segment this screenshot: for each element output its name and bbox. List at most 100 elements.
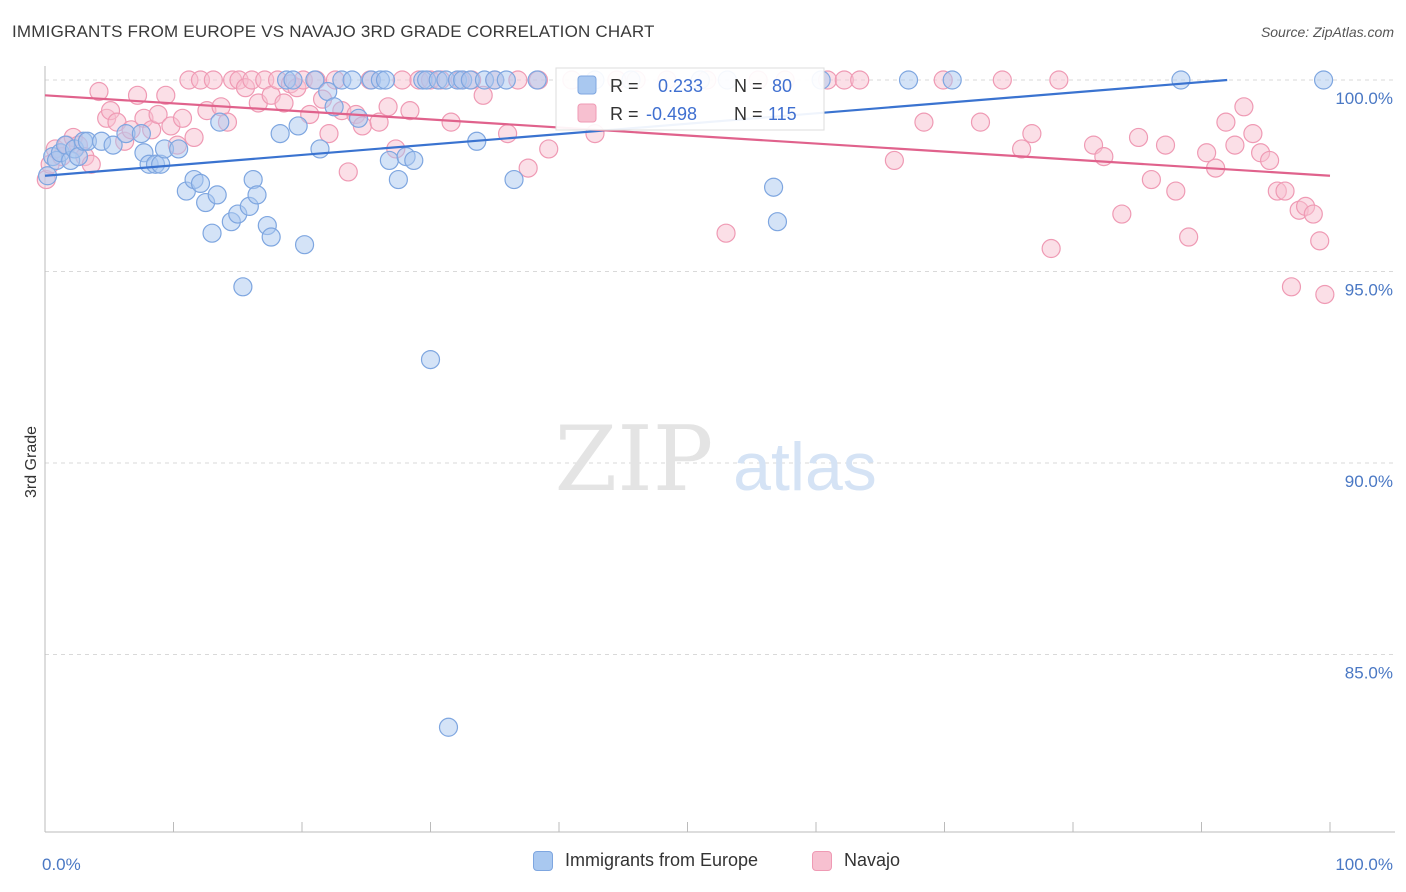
- bottom-legend-item-navajo[interactable]: Navajo: [812, 850, 900, 871]
- legend-r-label-navajo: R =: [610, 104, 639, 124]
- x-tick-label: 100.0%: [1335, 855, 1393, 874]
- point-navajo: [148, 104, 168, 125]
- axes: [44, 66, 1395, 833]
- chart-source: Source: ZipAtlas.com: [1260, 24, 1394, 40]
- point-navajo: [184, 127, 204, 148]
- x-tick-labels: 0.0% 100.0%: [42, 855, 1393, 874]
- point-navajo: [319, 124, 339, 144]
- legend-r-label-europe: R =: [610, 76, 639, 96]
- point-navajo: [1041, 238, 1061, 259]
- point-europe: [763, 177, 784, 197]
- watermark: ZIP atlas: [555, 407, 877, 512]
- legend-swatch-europe-bottom: [533, 850, 553, 871]
- point-europe: [190, 173, 211, 194]
- point-navajo: [1310, 231, 1330, 251]
- point-navajo: [1049, 70, 1069, 90]
- point-europe: [169, 139, 189, 159]
- point-navajo: [1112, 204, 1132, 224]
- point-europe: [288, 116, 308, 136]
- legend-box: [555, 67, 825, 131]
- point-navajo: [914, 112, 934, 132]
- point-navajo: [716, 223, 736, 243]
- point-navajo: [1155, 135, 1176, 155]
- point-europe: [348, 108, 369, 128]
- point-navajo: [156, 85, 176, 105]
- point-navajo: [400, 101, 420, 121]
- point-europe: [103, 135, 123, 155]
- point-navajo: [850, 70, 870, 90]
- point-europe: [496, 70, 516, 90]
- point-navajo: [378, 97, 398, 117]
- point-navajo: [1141, 169, 1161, 190]
- y-tick-label: 85.0%: [1345, 664, 1393, 683]
- legend-r-value-navajo: -0.498: [646, 104, 697, 124]
- legend-n-value-europe: 80: [772, 76, 792, 96]
- watermark-zip: ZIP: [555, 407, 714, 512]
- bottom-legend-item-europe[interactable]: Immigrants from Europe: [533, 850, 758, 871]
- point-europe: [1313, 70, 1334, 90]
- point-navajo: [89, 81, 109, 102]
- point-europe: [324, 97, 344, 117]
- legend-swatch-navajo: [577, 103, 597, 123]
- point-europe: [247, 185, 267, 205]
- point-europe: [767, 212, 788, 232]
- point-navajo: [970, 112, 991, 132]
- point-navajo: [1179, 227, 1199, 247]
- point-europe: [438, 717, 459, 737]
- point-europe: [261, 227, 281, 247]
- legend-r-value-europe: 0.233: [658, 76, 703, 96]
- point-europe: [131, 124, 151, 144]
- point-navajo: [392, 70, 412, 90]
- point-navajo: [203, 70, 223, 90]
- point-navajo: [1303, 204, 1323, 224]
- legend-n-label-europe: N =: [734, 76, 763, 96]
- point-navajo: [1243, 124, 1263, 144]
- point-europe: [294, 235, 315, 255]
- point-navajo: [1216, 112, 1236, 132]
- point-navajo: [1225, 135, 1245, 155]
- x-tick-label: 0.0%: [42, 855, 81, 874]
- legend-swatch-navajo-bottom: [812, 850, 832, 871]
- point-navajo: [274, 93, 294, 113]
- point-europe: [270, 124, 290, 144]
- watermark-atlas: atlas: [733, 429, 877, 505]
- point-europe: [404, 150, 424, 171]
- point-navajo: [1197, 143, 1217, 163]
- y-axis-label: 3rd Grade: [23, 426, 40, 498]
- point-europe: [207, 185, 227, 205]
- point-navajo: [518, 158, 538, 178]
- point-europe: [527, 70, 547, 90]
- point-europe: [504, 169, 524, 190]
- point-europe: [942, 70, 962, 90]
- point-europe: [898, 70, 919, 90]
- point-navajo: [1011, 139, 1032, 159]
- y-tick-labels: 100.0% 95.0% 90.0% 85.0%: [1335, 89, 1393, 683]
- point-navajo: [498, 124, 518, 144]
- point-europe: [305, 70, 325, 90]
- point-europe: [202, 223, 222, 243]
- point-navajo: [1275, 181, 1295, 201]
- point-navajo: [369, 112, 389, 132]
- trend-line-navajo: [44, 94, 1331, 177]
- point-europe: [388, 169, 408, 190]
- point-europe: [283, 70, 303, 90]
- point-europe: [233, 277, 253, 297]
- legend-n-value-navajo: 115: [768, 104, 797, 124]
- point-navajo: [338, 162, 358, 182]
- point-europe: [210, 112, 230, 132]
- point-europe: [310, 139, 330, 159]
- stats-legend: R = 0.233 N = 80 R = -0.498 N = 115: [555, 67, 825, 131]
- legend-label-europe: Immigrants from Europe: [565, 850, 759, 870]
- y-tick-label: 100.0%: [1335, 89, 1393, 108]
- point-navajo: [1234, 97, 1254, 117]
- legend-swatch-europe: [577, 75, 597, 95]
- point-navajo: [539, 139, 559, 159]
- point-navajo: [172, 108, 193, 128]
- point-navajo: [884, 150, 904, 171]
- point-navajo: [1315, 284, 1335, 305]
- point-navajo: [992, 70, 1012, 90]
- y-tick-label: 95.0%: [1345, 281, 1393, 300]
- point-europe: [1171, 70, 1191, 90]
- point-navajo: [1022, 124, 1042, 144]
